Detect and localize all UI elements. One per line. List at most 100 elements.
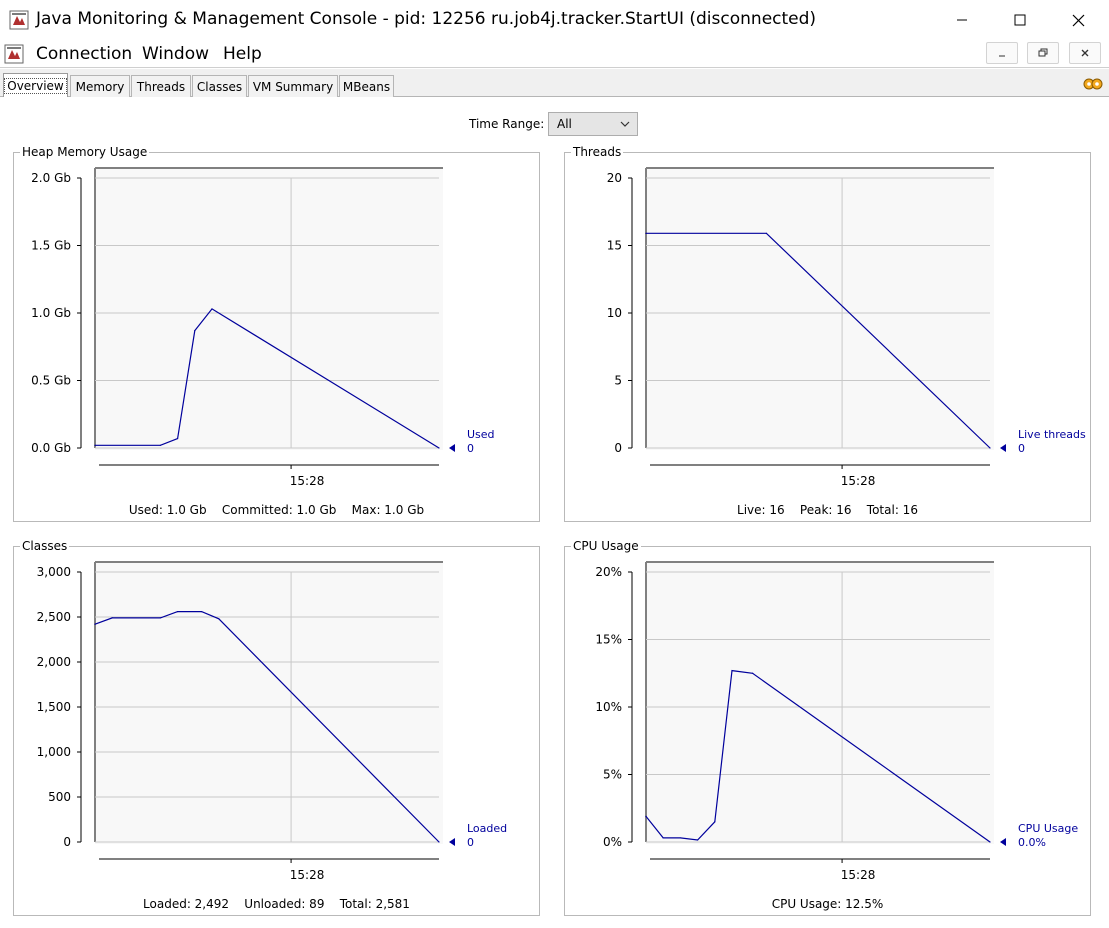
y-tick-label: 15%: [595, 633, 622, 647]
title-bar: Java Monitoring & Management Console - p…: [0, 0, 1109, 40]
time-range-label: Time Range:: [469, 117, 545, 131]
tab-label: Overview: [4, 78, 67, 94]
legend-series-name: Loaded: [467, 822, 507, 835]
menu-window[interactable]: Window: [142, 44, 210, 64]
y-tick-label: 5%: [603, 768, 622, 782]
data-point: [438, 447, 440, 449]
data-point: [218, 618, 220, 620]
series-line: [95, 308, 440, 449]
classes-panel: Classes 0 500 1,000 1,500 2,000 2,500 3,000 15:…: [13, 539, 540, 916]
tab-vm-summary[interactable]: VM Summary: [248, 75, 338, 97]
data-point: [111, 617, 113, 619]
data-point: [662, 837, 664, 839]
tab-overview[interactable]: Overview: [3, 73, 68, 98]
data-point: [752, 672, 754, 674]
chevron-down-icon: [620, 121, 630, 127]
data-point: [438, 841, 440, 843]
legend-marker: [449, 444, 455, 452]
y-tick-label: 20: [607, 171, 622, 185]
data-point: [765, 232, 767, 234]
x-tick-label: 15:28: [290, 474, 325, 488]
series-line: [645, 669, 991, 843]
threads-summary: Live: 16 Peak: 16 Total: 16: [737, 503, 918, 517]
data-point: [159, 617, 161, 619]
panel-title: Threads: [571, 145, 624, 159]
y-tick-label: 2,000: [37, 655, 71, 669]
tab-label: Memory: [75, 79, 125, 94]
tab-label: Threads: [136, 79, 186, 94]
plot-area: [646, 562, 994, 844]
data-point: [679, 837, 681, 839]
data-point: [201, 611, 203, 613]
data-point: [159, 444, 161, 446]
cpu-usage-panel: CPU Usage 0% 5% 10% 15% 20% 15:28 CPU Usage 0.0…: [564, 539, 1091, 916]
panel-title: Classes: [20, 539, 70, 553]
data-point: [94, 444, 96, 446]
y-tick-label: 0: [614, 441, 622, 455]
classes-summary: Loaded: 2,492 Unloaded: 89 Total: 2,581: [143, 897, 410, 911]
data-point: [176, 437, 179, 440]
data-point: [194, 329, 196, 332]
legend-current-value: 0: [1018, 442, 1025, 455]
panel-title: Heap Memory Usage: [20, 145, 150, 159]
minimize-icon: [999, 55, 1005, 57]
plugin-icon[interactable]: [1083, 75, 1103, 93]
minimize-button[interactable]: [933, 0, 991, 40]
data-point: [176, 611, 179, 613]
x-tick-label: 15:28: [290, 868, 325, 882]
x-tick-label: 15:28: [841, 474, 876, 488]
legend-marker: [449, 838, 455, 846]
data-point: [989, 447, 991, 449]
panel-title: CPU Usage: [571, 539, 641, 553]
menu-bar: Connection Window Help: [0, 40, 1109, 68]
y-tick-label: 3,000: [37, 565, 71, 579]
close-icon: [1081, 49, 1089, 57]
y-tick-label: 20%: [595, 565, 622, 579]
tab-strip: Overview Memory Threads Classes VM Summa…: [0, 69, 1109, 98]
time-range-value: All: [557, 117, 572, 131]
data-point: [94, 623, 96, 625]
minimize-icon: [957, 19, 967, 21]
y-tick-label: 2.0 Gb: [31, 171, 71, 185]
menu-help[interactable]: Help: [223, 44, 262, 64]
y-tick-label: 500: [48, 790, 71, 804]
window-title: Java Monitoring & Management Console - p…: [36, 9, 817, 29]
frame-minimize-button[interactable]: [986, 42, 1018, 64]
y-tick-label: 0%: [603, 835, 622, 849]
tab-threads[interactable]: Threads: [131, 75, 191, 97]
close-button[interactable]: [1049, 0, 1107, 40]
data-point: [714, 821, 716, 823]
classes-chart: 0 500 1,000 1,500 2,000 2,500 3,000 15:28 Loaded…: [37, 561, 507, 882]
tab-classes[interactable]: Classes: [192, 75, 247, 97]
legend-current-value: 0: [467, 442, 474, 455]
data-point: [989, 841, 991, 843]
plot-area: [95, 168, 443, 450]
y-tick-label: 5: [614, 374, 622, 388]
x-tick-label: 15:28: [841, 868, 876, 882]
y-tick-label: 1,000: [37, 745, 71, 759]
y-tick-label: 2,500: [37, 610, 71, 624]
internal-frame-icon[interactable]: [4, 44, 24, 64]
y-tick-label: 0.5 Gb: [31, 374, 71, 388]
java-app-icon: [9, 10, 29, 30]
frame-restore-button[interactable]: [1027, 42, 1059, 64]
y-tick-label: 15: [607, 239, 622, 253]
maximize-button[interactable]: [991, 0, 1049, 40]
legend-marker: [1000, 838, 1006, 846]
tab-mbeans[interactable]: MBeans: [339, 75, 394, 97]
data-point: [731, 669, 733, 672]
tab-memory[interactable]: Memory: [70, 75, 130, 97]
frame-close-button[interactable]: [1069, 42, 1101, 64]
legend-series-name: Live threads: [1018, 428, 1086, 441]
heap-summary: Used: 1.0 Gb Committed: 1.0 Gb Max: 1.0 …: [128, 503, 425, 517]
menu-connection[interactable]: Connection: [36, 44, 133, 64]
tab-label: Classes: [196, 79, 243, 94]
plot-area: [95, 562, 443, 844]
tab-label: VM Summary: [252, 79, 334, 94]
data-point: [645, 815, 647, 817]
y-tick-label: 1.0 Gb: [31, 306, 71, 320]
legend-series-name: CPU Usage: [1018, 822, 1078, 835]
time-range-select[interactable]: All: [548, 112, 638, 136]
